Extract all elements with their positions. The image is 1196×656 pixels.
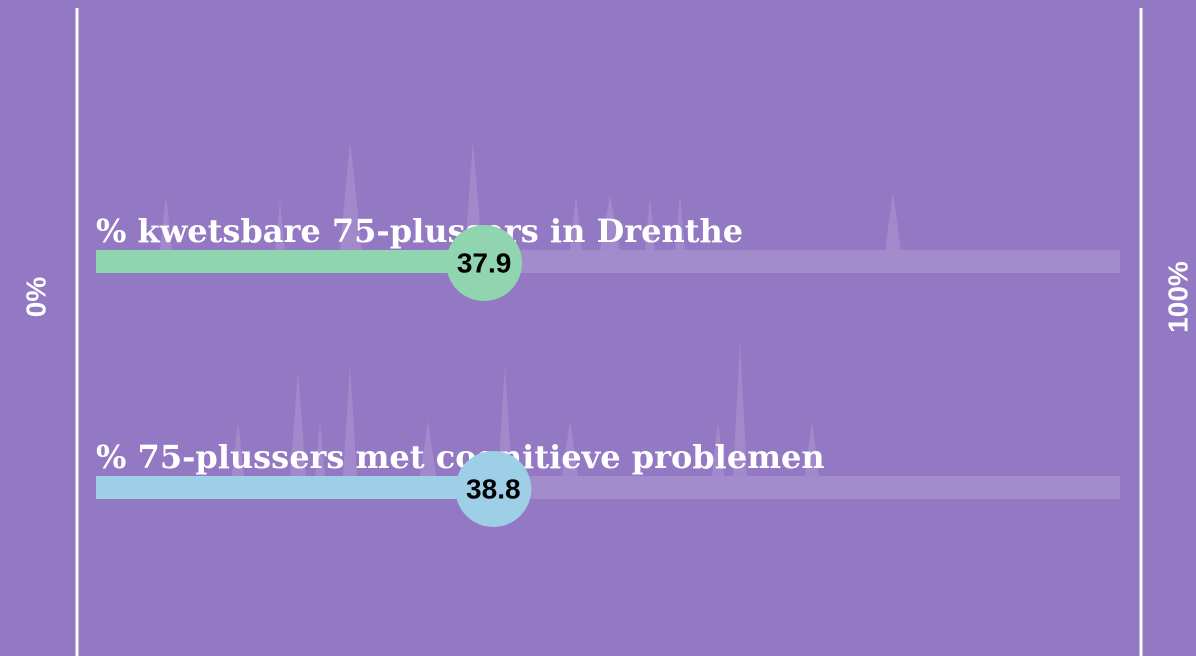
axis-label: 0%	[20, 277, 51, 318]
bar-marker	[446, 225, 523, 301]
bar	[96, 250, 485, 273]
background-distribution	[160, 140, 901, 476]
bar-label: % 75-plussers met cognitieve problemen	[96, 438, 825, 476]
bar	[96, 476, 494, 499]
value-label: 37.9	[457, 247, 512, 278]
value-label: 38.8	[466, 473, 521, 504]
bar-marker	[455, 451, 532, 527]
bar-label: % kwetsbare 75-plussers in Drenthe	[96, 212, 743, 250]
axis-label: 100%	[1162, 261, 1193, 333]
